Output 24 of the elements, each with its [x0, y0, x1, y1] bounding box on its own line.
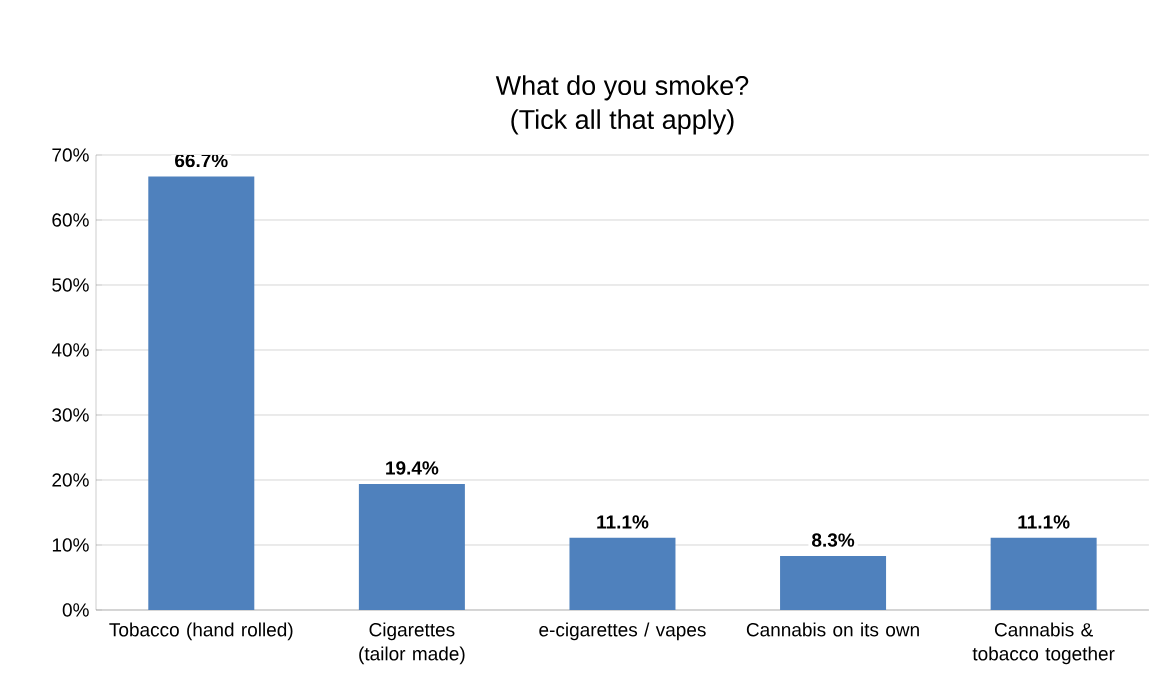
x-tick-label: Cannabis on its own [746, 622, 919, 637]
y-tick-label: 70% [52, 148, 89, 162]
y-tick-label: 10% [52, 538, 89, 552]
data-label: 19.4% [386, 461, 439, 475]
chart-title: What do you smoke? [495, 75, 749, 101]
x-tick-label: Tobacco (hand rolled) [109, 622, 293, 641]
data-label: 11.1% [597, 515, 649, 529]
y-tick-label: 20% [52, 473, 89, 487]
bar [148, 176, 255, 610]
bar [358, 483, 465, 610]
x-tick-label: Cannabis & tobacco together [972, 622, 1115, 665]
y-tick-label: 30% [52, 408, 89, 422]
y-tick-label: 50% [52, 278, 89, 292]
y-tick-label: 60% [52, 213, 89, 227]
bar [780, 556, 887, 610]
y-tick-label: 0% [62, 603, 89, 617]
bar [569, 537, 676, 610]
x-tick-label: e-cigarettes / vapes [539, 622, 706, 641]
y-tick-label: 40% [51, 343, 89, 357]
x-tick-label: Cigarettes (tailor made) [359, 622, 465, 665]
bar [990, 537, 1097, 610]
data-label: 11.1% [1018, 515, 1070, 529]
data-label: 8.3% [812, 533, 855, 547]
chart-subtitle: (Tick all that apply) [511, 109, 734, 135]
